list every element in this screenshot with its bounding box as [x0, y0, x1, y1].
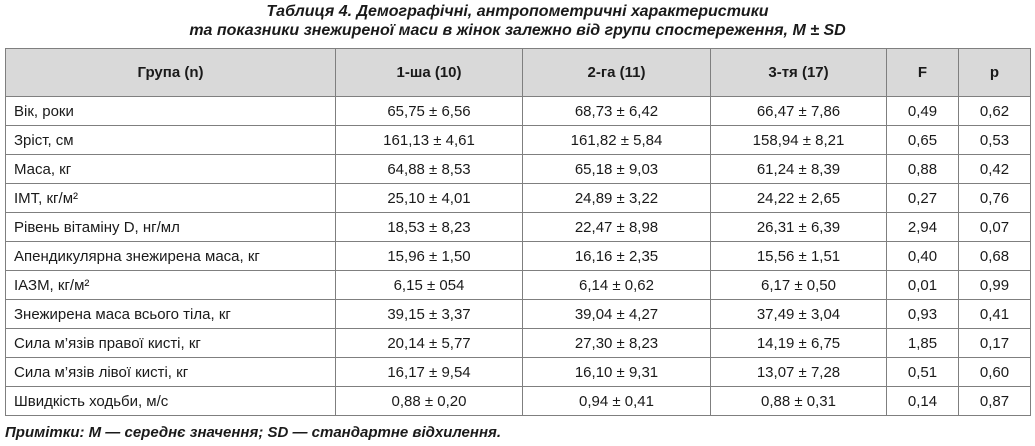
row-label: Зріст, см: [5, 125, 336, 155]
table-row: Сила м’язів лівої кисті, кг 16,17 ± 9,54 1…: [5, 357, 1031, 387]
column-header: p: [958, 48, 1031, 97]
cell: 0,07: [958, 212, 1031, 242]
row-label: Маса, кг: [5, 154, 336, 184]
row-label: Знежирена маса всього тіла, кг: [5, 299, 336, 329]
cell: 158,94 ± 8,21: [710, 125, 887, 155]
cell: 0,40: [886, 241, 959, 271]
cell: 16,17 ± 9,54: [335, 357, 523, 387]
row-label: ІМТ, кг/м²: [5, 183, 336, 213]
table-row: Швидкість ходьби, м/с 0,88 ± 0,20 0,94 ± 0…: [5, 386, 1031, 416]
cell: 0,53: [958, 125, 1031, 155]
row-label: ІАЗМ, кг/м²: [5, 270, 336, 300]
cell: 2,94: [886, 212, 959, 242]
table-row: Вік, роки 65,75 ± 6,56 68,73 ± 6,42 66,47 ±…: [5, 96, 1031, 126]
table-row: ІАЗМ, кг/м² 6,15 ± 054 6,14 ± 0,62 6,17 ± 0…: [5, 270, 1031, 300]
table-row: Знежирена маса всього тіла, кг 39,15 ± 3,…: [5, 299, 1031, 329]
cell: 64,88 ± 8,53: [335, 154, 523, 184]
cell: 37,49 ± 3,04: [710, 299, 887, 329]
cell: 27,30 ± 8,23: [522, 328, 711, 358]
cell: 0,42: [958, 154, 1031, 184]
cell: 6,17 ± 0,50: [710, 270, 887, 300]
column-header: Група (n): [5, 48, 336, 97]
cell: 1,85: [886, 328, 959, 358]
cell: 0,88: [886, 154, 959, 184]
table-row: ІМТ, кг/м² 25,10 ± 4,01 24,89 ± 3,22 24,22 …: [5, 183, 1031, 213]
column-header: 3-тя (17): [710, 48, 887, 97]
cell: 24,89 ± 3,22: [522, 183, 711, 213]
cell: 0,65: [886, 125, 959, 155]
cell: 39,15 ± 3,37: [335, 299, 523, 329]
cell: 0,76: [958, 183, 1031, 213]
cell: 20,14 ± 5,77: [335, 328, 523, 358]
cell: 15,96 ± 1,50: [335, 241, 523, 271]
cell: 14,19 ± 6,75: [710, 328, 887, 358]
footnote: Примітки: M — середнє значення; SD — ста…: [5, 424, 502, 441]
cell: 16,10 ± 9,31: [522, 357, 711, 387]
cell: 0,14: [886, 386, 959, 416]
column-header: 2-га (11): [522, 48, 711, 97]
cell: 0,68: [958, 241, 1031, 271]
table-row: Зріст, см 161,13 ± 4,61 161,82 ± 5,84 158,9…: [5, 125, 1031, 155]
cell: 0,01: [886, 270, 959, 300]
cell: 66,47 ± 7,86: [710, 96, 887, 126]
row-label: Рівень вітаміну D, нг/мл: [5, 212, 336, 242]
cell: 0,49: [886, 96, 959, 126]
cell: 16,16 ± 2,35: [522, 241, 711, 271]
cell: 0,93: [886, 299, 959, 329]
cell: 26,31 ± 6,39: [710, 212, 887, 242]
cell: 161,82 ± 5,84: [522, 125, 711, 155]
row-label: Сила м’язів правої кисті, кг: [5, 328, 336, 358]
cell: 6,15 ± 054: [335, 270, 523, 300]
cell: 0,41: [958, 299, 1031, 329]
cell: 13,07 ± 7,28: [710, 357, 887, 387]
column-header: F: [886, 48, 959, 97]
cell: 39,04 ± 4,27: [522, 299, 711, 329]
title: та показники знежиреної маси в жінок зал…: [189, 22, 846, 39]
cell: 161,13 ± 4,61: [335, 125, 523, 155]
row-label: Вік, роки: [5, 96, 336, 126]
cell: 22,47 ± 8,98: [522, 212, 711, 242]
cell: 18,53 ± 8,23: [335, 212, 523, 242]
cell: 0,88 ± 0,20: [335, 386, 523, 416]
table-row: Рівень вітаміну D, нг/мл 18,53 ± 8,23 22,4…: [5, 212, 1031, 242]
title: Таблиця 4. Демографічні, антропометричні…: [266, 3, 769, 20]
cell: 6,14 ± 0,62: [522, 270, 711, 300]
column-header: 1-ша (10): [335, 48, 523, 97]
cell: 0,87: [958, 386, 1031, 416]
row-label: Швидкість ходьби, м/с: [5, 386, 336, 416]
cell: 68,73 ± 6,42: [522, 96, 711, 126]
cell: 0,94 ± 0,41: [522, 386, 711, 416]
table-row: Маса, кг 64,88 ± 8,53 65,18 ± 9,03 61,24 ± …: [5, 154, 1031, 184]
cell: 0,62: [958, 96, 1031, 126]
cell: 65,75 ± 6,56: [335, 96, 523, 126]
cell: 15,56 ± 1,51: [710, 241, 887, 271]
cell: 24,22 ± 2,65: [710, 183, 887, 213]
table-row: Апендикулярна знежирена маса, кг 15,96 ± …: [5, 241, 1031, 271]
cell: 65,18 ± 9,03: [522, 154, 711, 184]
cell: 25,10 ± 4,01: [335, 183, 523, 213]
table-row: Сила м’язів правої кисті, кг 20,14 ± 5,77…: [5, 328, 1031, 358]
cell: 0,27: [886, 183, 959, 213]
cell: 61,24 ± 8,39: [710, 154, 887, 184]
cell: 0,51: [886, 357, 959, 387]
cell: 0,88 ± 0,31: [710, 386, 887, 416]
cell: 0,60: [958, 357, 1031, 387]
cell: 0,99: [958, 270, 1031, 300]
row-label: Сила м’язів лівої кисті, кг: [5, 357, 336, 387]
cell: 0,17: [958, 328, 1031, 358]
row-label: Апендикулярна знежирена маса, кг: [5, 241, 336, 271]
